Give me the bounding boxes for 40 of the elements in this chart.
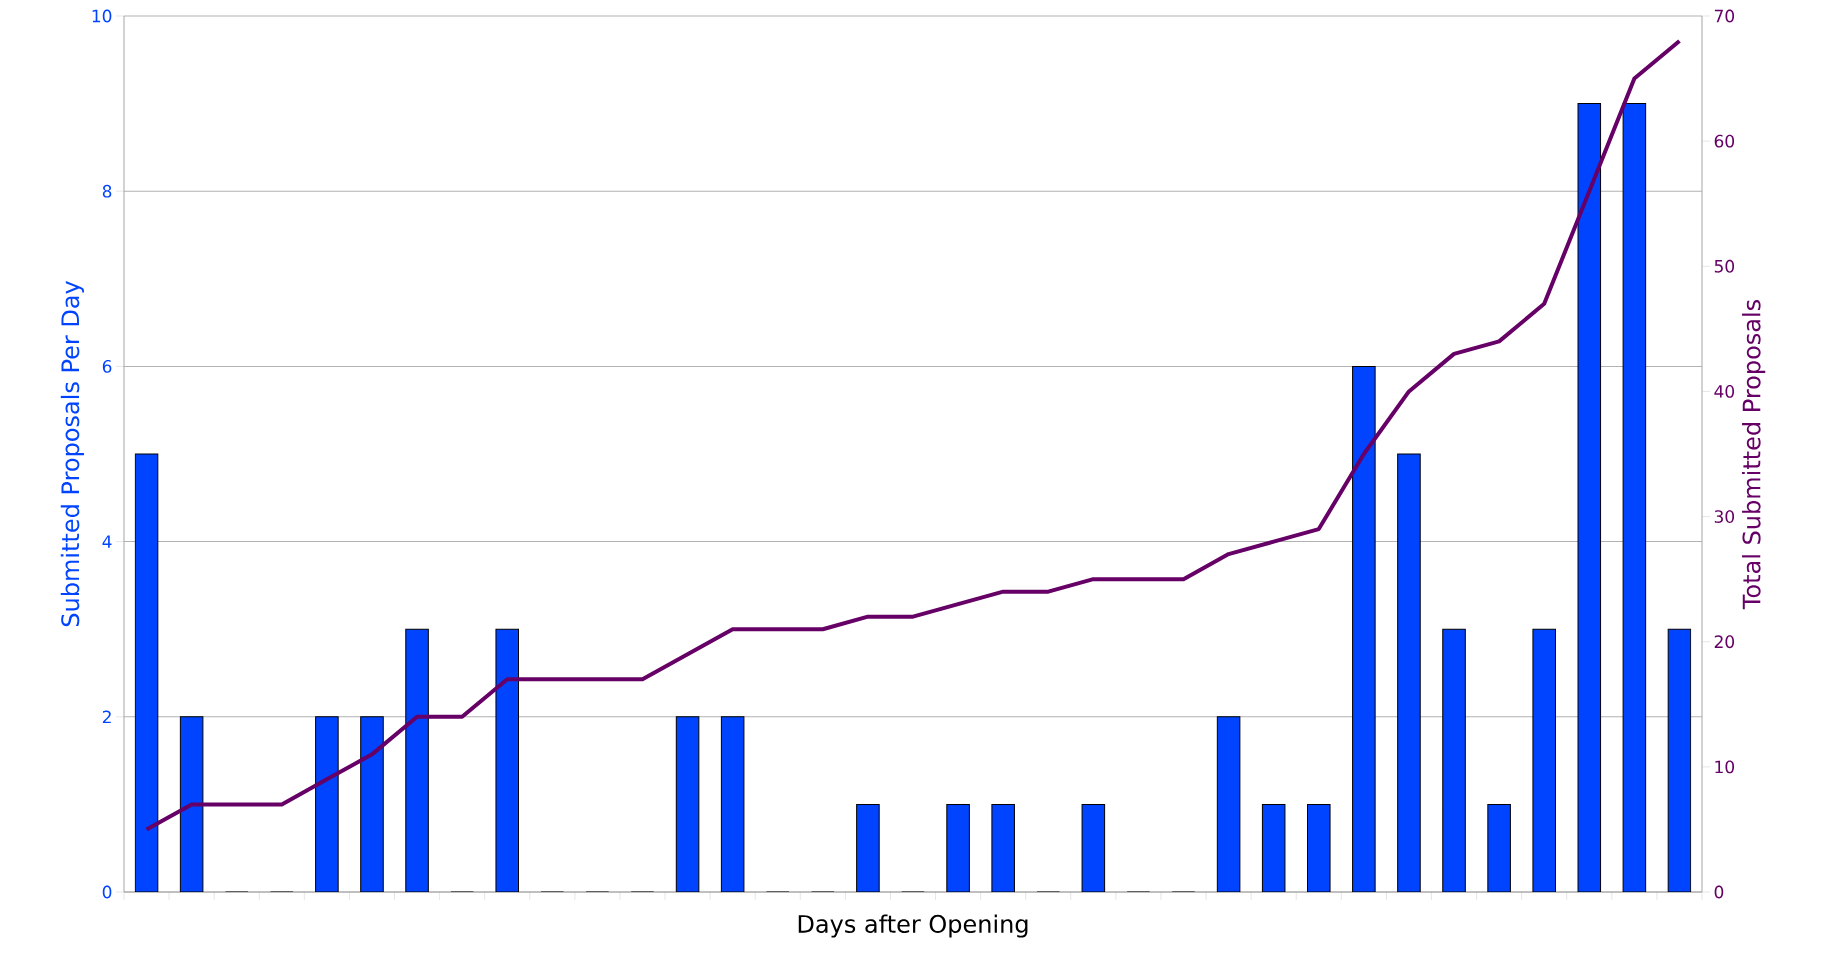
y2-tick-label: 0 [1714,885,1724,899]
y2-tick-label: 10 [1715,760,1735,774]
bar [1532,628,1556,892]
bar [315,716,339,892]
y2-tick-label: 50 [1714,259,1735,273]
y2-tick-label: 40 [1714,384,1735,398]
y-tick-label: 6 [102,359,112,373]
bar [675,716,700,892]
bar [1622,103,1647,892]
y-tick-label: 4 [102,535,112,548]
y2-axis-title: Total Submitted Proposals [1742,300,1766,610]
bar [405,628,429,892]
bar [1352,365,1376,892]
y2-tick-label: 60 [1714,134,1735,148]
y-tick-label: 2 [102,710,111,724]
bar [1307,803,1331,892]
x-axis-title: Days after Opening [798,914,1028,938]
bar [1216,716,1241,892]
bar [495,628,519,892]
y-tick-label: 0 [102,885,112,899]
bar [720,716,745,892]
bar [134,453,159,892]
bar [1577,103,1602,892]
y-tick-label: 10 [92,9,112,23]
y-tick-label: 8 [102,184,112,198]
bar [991,803,1015,892]
bar [856,803,880,892]
bar [179,716,204,892]
y2-tick-label: 70 [1714,9,1735,23]
bar [946,803,970,892]
y-axis-title: Submitted Proposals Per Day [60,280,84,627]
bar [1261,803,1286,892]
bar [1081,803,1106,892]
bar [1487,803,1511,892]
y2-tick-label: 20 [1714,635,1735,649]
bar [360,716,384,892]
bar [1667,628,1692,892]
bar [1442,628,1466,892]
bar [1397,453,1421,892]
y2-tick-label: 30 [1714,510,1735,523]
